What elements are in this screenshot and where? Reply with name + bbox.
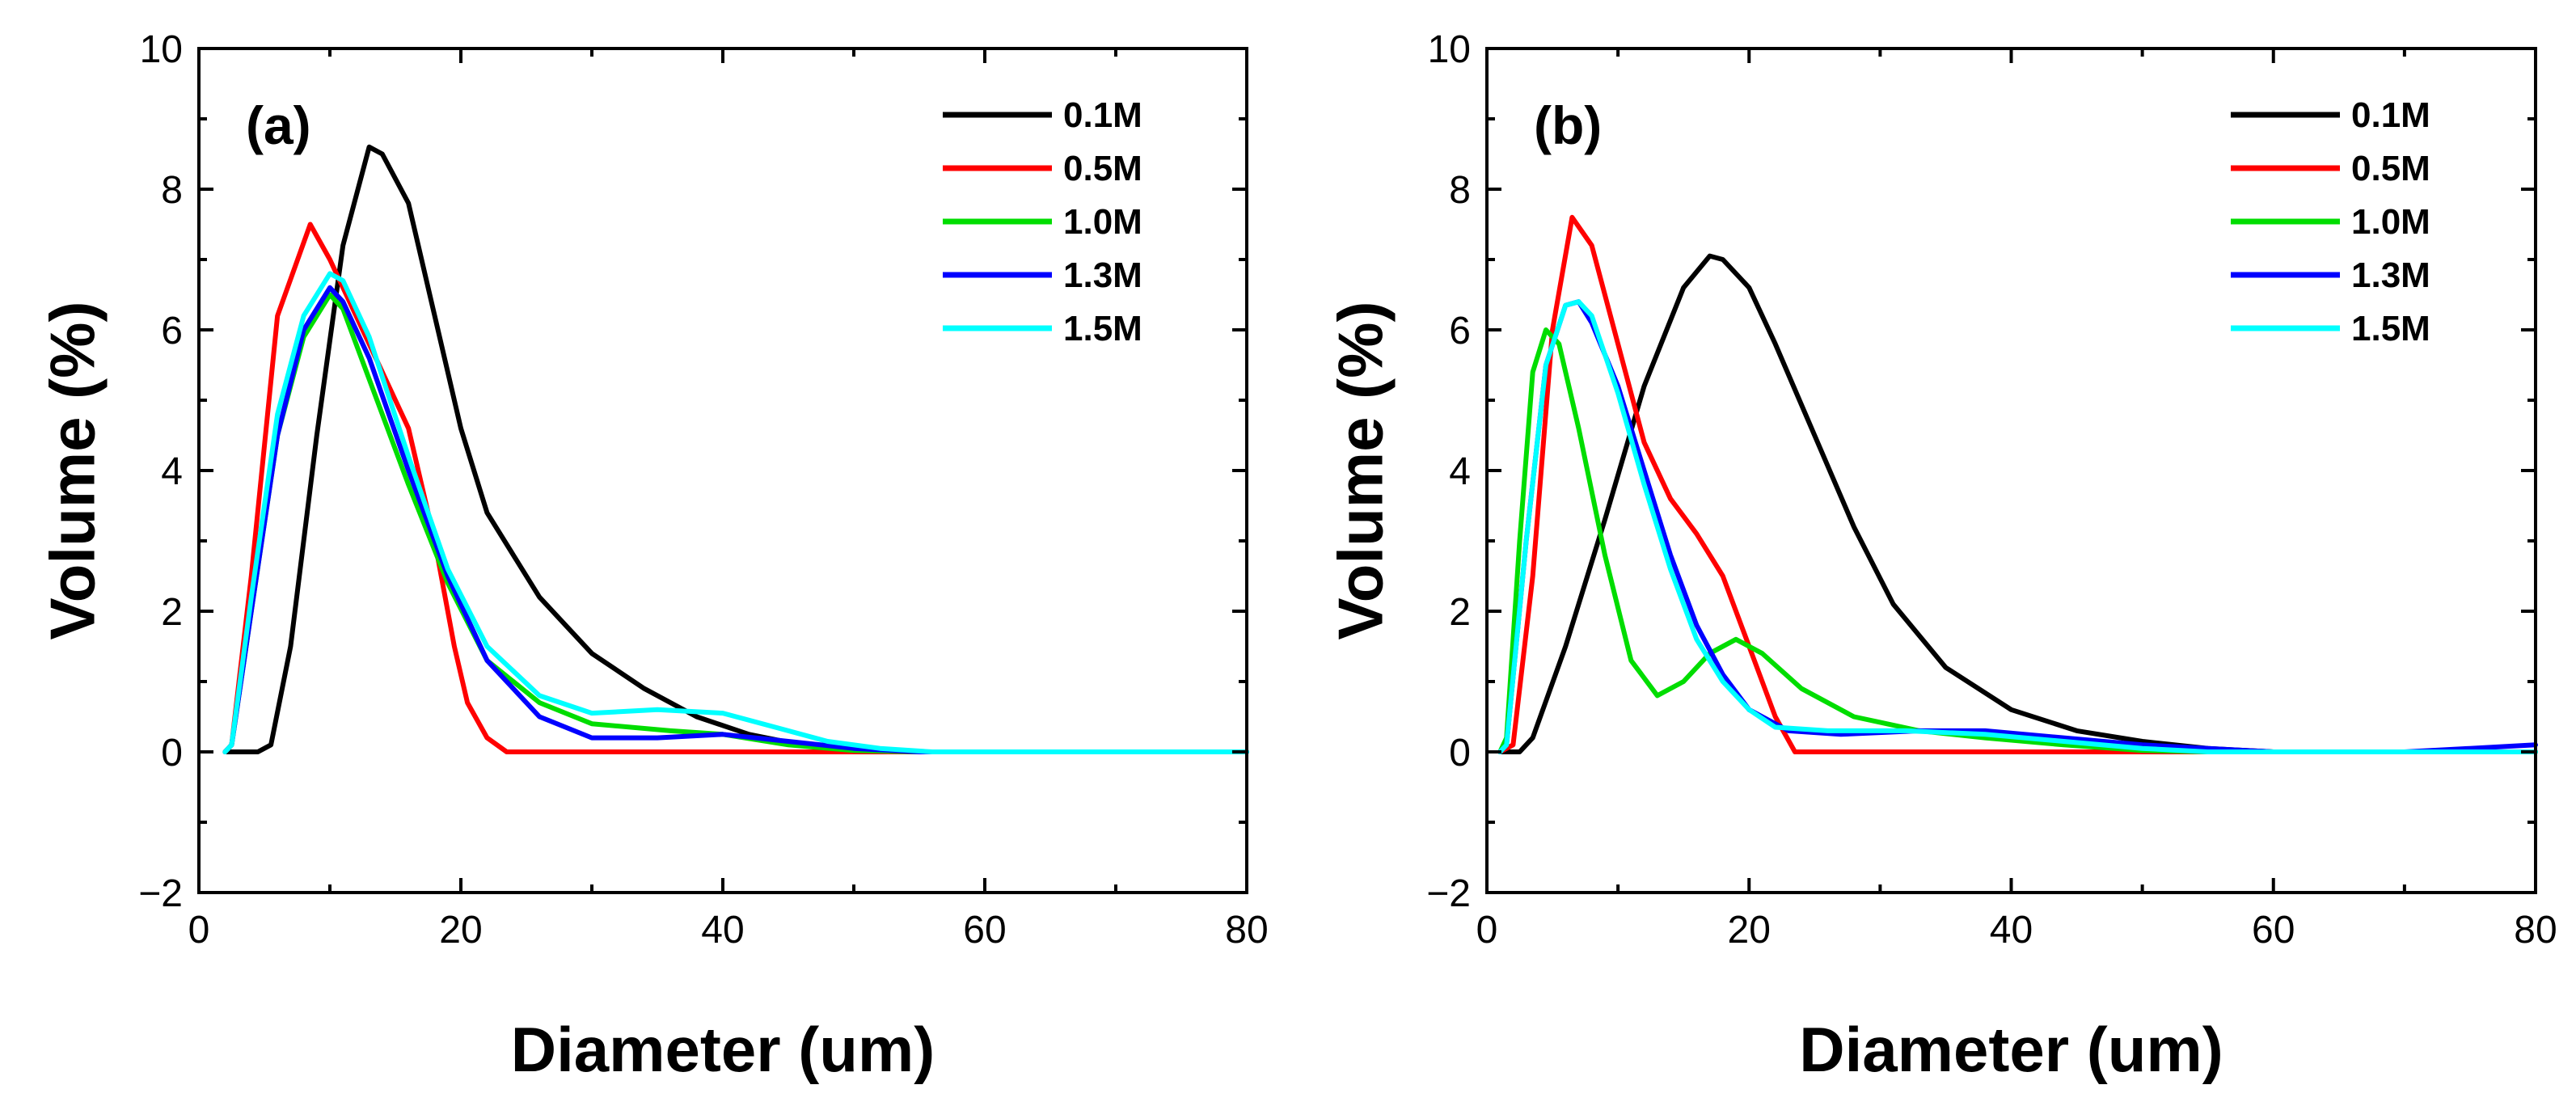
panel-label: (a) xyxy=(246,95,311,155)
x-axis-title: Diameter (um) xyxy=(511,1014,935,1085)
y-tick-label: 4 xyxy=(1449,450,1471,493)
legend-label-1.5M: 1.5M xyxy=(1063,309,1142,348)
legend-label-0.1M: 0.1M xyxy=(2351,95,2430,135)
y-tick-label: −2 xyxy=(138,872,183,915)
legend-label-0.5M: 0.5M xyxy=(2351,149,2430,188)
y-tick-label: 10 xyxy=(140,28,183,71)
y-tick-label: 0 xyxy=(161,732,183,775)
series-line-1.3M xyxy=(222,285,1249,754)
y-tick-label: 6 xyxy=(1449,310,1471,352)
series-line-0.1M xyxy=(1497,253,2538,754)
x-tick-label: 80 xyxy=(1225,909,1268,952)
y-tick-label: 8 xyxy=(1449,169,1471,212)
y-tick-label: 0 xyxy=(1449,732,1471,775)
x-tick-label: 80 xyxy=(2514,909,2557,952)
series-line-1.5M xyxy=(1497,299,2538,754)
legend-label-0.1M: 0.1M xyxy=(1063,95,1142,135)
x-tick-label: 40 xyxy=(1990,909,2033,952)
legend: 0.1M 0.5M 1.0M 1.3M 1.5M xyxy=(943,95,1142,348)
y-tick-label: −2 xyxy=(1426,872,1471,915)
legend-label-1.5M: 1.5M xyxy=(2351,309,2430,348)
y-axis-title: Volume (%) xyxy=(37,302,108,640)
y-tick-label: 10 xyxy=(1428,28,1471,71)
y-tick-label: 8 xyxy=(161,169,183,212)
series-line-1.5M xyxy=(222,271,1249,754)
legend-label-1.0M: 1.0M xyxy=(1063,202,1142,242)
y-axis-title: Volume (%) xyxy=(1325,302,1396,640)
legend-label-1.3M: 1.3M xyxy=(2351,255,2430,295)
x-axis-title: Diameter (um) xyxy=(1799,1014,2223,1085)
legend: 0.1M 0.5M 1.0M 1.3M 1.5M xyxy=(2231,95,2430,348)
y-tick-label: 4 xyxy=(161,450,183,493)
panel-label: (b) xyxy=(1534,95,1602,155)
y-tick-label: 6 xyxy=(161,310,183,352)
series-line-1.0M xyxy=(1497,327,2538,754)
x-tick-label: 60 xyxy=(963,909,1006,952)
legend-label-1.0M: 1.0M xyxy=(2351,202,2430,242)
x-tick-label: 40 xyxy=(701,909,744,952)
y-tick-label: 2 xyxy=(161,591,183,634)
x-tick-label: 20 xyxy=(1728,909,1771,952)
x-tick-label: 0 xyxy=(188,909,210,952)
legend-label-1.3M: 1.3M xyxy=(1063,255,1142,295)
x-tick-label: 20 xyxy=(439,909,482,952)
y-tick-label: 2 xyxy=(1449,591,1471,634)
legend-label-0.5M: 0.5M xyxy=(1063,149,1142,188)
x-tick-label: 0 xyxy=(1476,909,1498,952)
series-line-0.5M xyxy=(222,222,1249,754)
series-line-0.5M xyxy=(1497,214,2538,754)
x-tick-label: 60 xyxy=(2252,909,2295,952)
